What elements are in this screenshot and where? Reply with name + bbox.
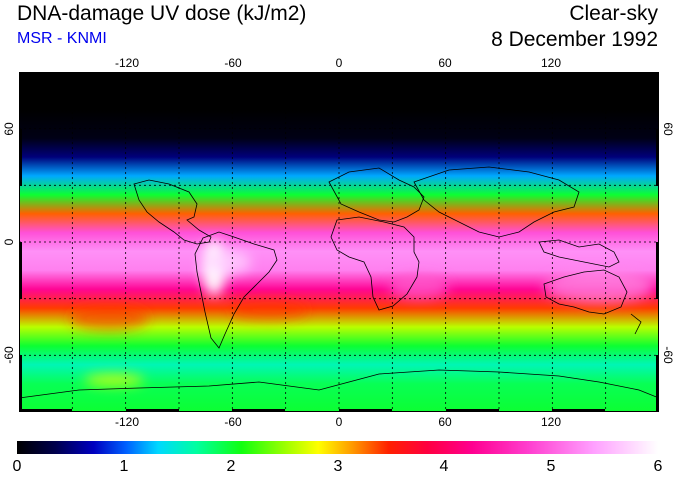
lon-tick-top: 60: [438, 56, 452, 70]
south-america-coastline: [194, 231, 278, 349]
pacific-red-patch: [69, 306, 149, 330]
map-frame: [19, 72, 659, 412]
high-dose-brazil-patch: [207, 250, 251, 274]
frame-tick: [446, 409, 499, 412]
antarctica-coastline: [19, 369, 659, 399]
lat-tick-right: 60: [661, 122, 675, 136]
frame-tick: [656, 242, 659, 299]
lon-tick-bottom: 0: [335, 415, 343, 429]
lat-tick-left: 60: [2, 122, 16, 136]
frame-tick: [339, 409, 392, 412]
colorbar-tick: 3: [333, 458, 343, 475]
frame-ticks: [19, 72, 659, 412]
high-dose-australia-patch: [544, 271, 654, 303]
colorbar-tick: 2: [226, 458, 236, 475]
australia-coastline: [543, 269, 628, 315]
frame-tick: [232, 409, 285, 412]
lon-tick-top: 0: [335, 56, 343, 70]
frame-tick: [446, 72, 499, 75]
lat-tick-right: -60: [661, 346, 675, 364]
high-dose-southern-africa-patch: [389, 275, 449, 299]
asia-coastline: [413, 166, 580, 238]
lat-tick-left: 0: [2, 238, 16, 246]
uv-dose-map: [19, 72, 659, 412]
europe-coastline: [328, 167, 425, 223]
lon-tick-top: -60: [224, 56, 242, 70]
sky-condition-label: Clear-sky: [569, 2, 658, 25]
colorbar-tick: 6: [653, 458, 663, 475]
frame-tick: [656, 129, 659, 186]
lon-tick-top: 120: [540, 56, 562, 70]
frame-tick: [19, 72, 72, 75]
frame-tick: [126, 72, 179, 75]
frame-tick: [552, 409, 605, 412]
date-label: 8 December 1992: [491, 28, 658, 51]
colorbar-tick: 1: [119, 458, 129, 475]
frame-tick: [19, 242, 22, 299]
lon-tick-top: -120: [114, 56, 140, 70]
colorbar-tick: 5: [546, 458, 556, 475]
lon-tick-bottom: -120: [114, 415, 140, 429]
north-america-coastline: [133, 179, 212, 245]
lat-tick-left: -60: [2, 346, 16, 364]
graticule: [19, 72, 659, 412]
frame-tick: [126, 409, 179, 412]
coastlines: [19, 166, 659, 399]
frame-tick: [19, 355, 22, 412]
frame-tick: [339, 72, 392, 75]
lon-tick-bottom: 60: [438, 415, 452, 429]
map-title: DNA-damage UV dose (kJ/m2): [17, 2, 307, 25]
atlantic-red-patch: [229, 300, 309, 320]
frame-tick: [19, 129, 22, 186]
colorbar-tick: 0: [12, 458, 22, 475]
frame-tick: [19, 409, 72, 412]
maritime-asia-coastline: [538, 239, 620, 268]
dose-anomalies: [69, 240, 654, 386]
antarctic-yellow-patch: [84, 374, 144, 386]
source-label: MSR - KNMI: [17, 30, 107, 47]
frame-tick: [232, 72, 285, 75]
frame-tick: [656, 355, 659, 412]
africa-coastline: [330, 216, 420, 311]
colorbar: [17, 441, 658, 454]
frame-tick: [552, 72, 605, 75]
colorbar-tick: 4: [439, 458, 449, 475]
lon-tick-bottom: -60: [224, 415, 242, 429]
lon-tick-bottom: 120: [540, 415, 562, 429]
new-zealand-coastline: [630, 313, 642, 335]
